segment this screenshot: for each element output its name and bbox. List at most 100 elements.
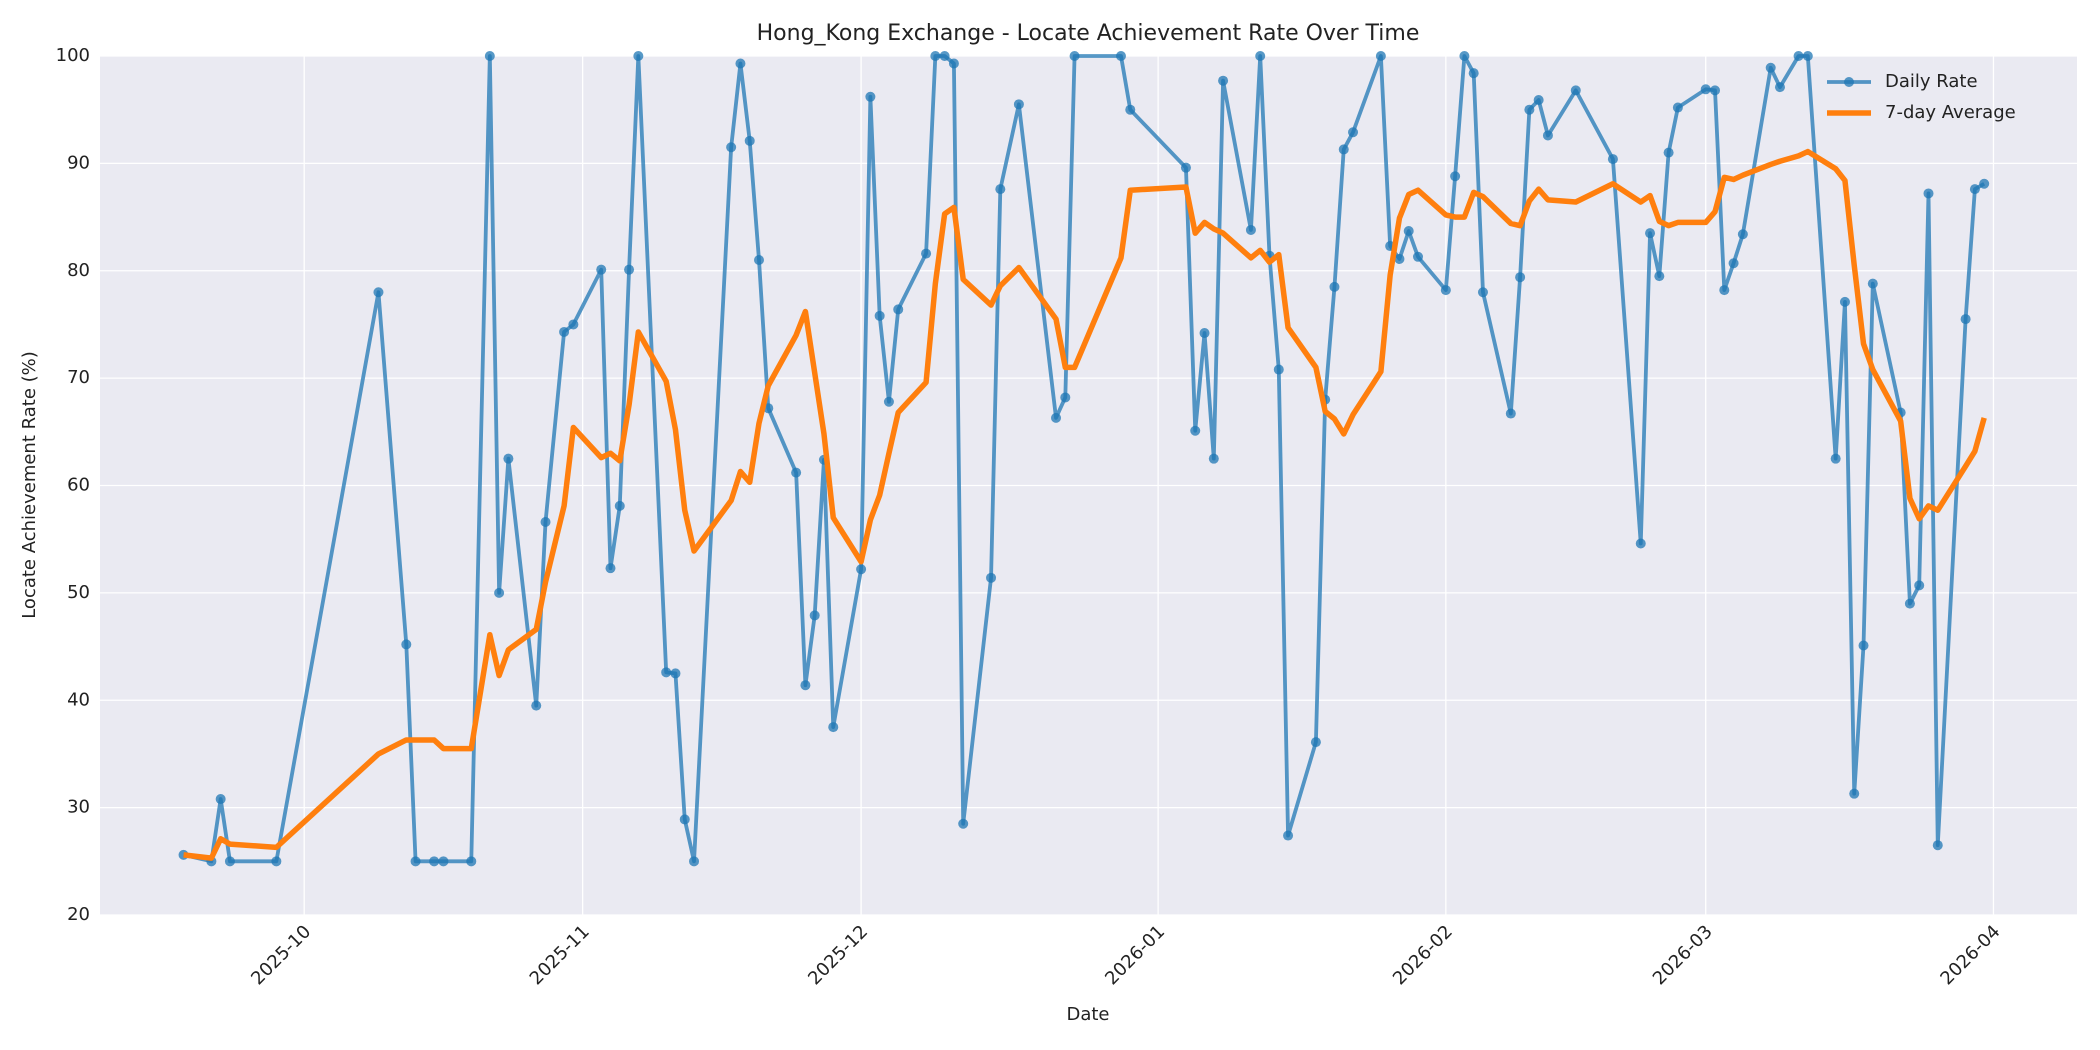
data-point: [1459, 51, 1470, 61]
data-point: [605, 563, 616, 574]
data-point: [1180, 162, 1191, 173]
data-point: [633, 51, 644, 61]
series-line: [183, 148, 1987, 861]
data-point: [503, 453, 514, 464]
data-point: [661, 667, 672, 678]
data-point: [1505, 408, 1516, 419]
data-point: [1413, 251, 1423, 262]
data-point: [735, 58, 746, 69]
data-point: [1208, 453, 1219, 464]
data-point: [1737, 229, 1748, 240]
data-point: [1199, 328, 1210, 339]
data-point: [679, 814, 690, 825]
data-point: [1403, 226, 1414, 237]
data-point: [1125, 104, 1136, 115]
data-point: [1218, 75, 1229, 86]
data-point: [1051, 412, 1062, 423]
data-point: [856, 564, 867, 575]
data-point: [614, 500, 625, 511]
data-point: [1923, 188, 1934, 199]
data-point: [1645, 228, 1656, 239]
data-point: [754, 255, 764, 266]
data-point: [995, 184, 1006, 195]
data-point: [1700, 84, 1711, 95]
data-point: [1710, 85, 1721, 96]
data-point: [939, 51, 950, 61]
y-tick-label: 70: [67, 367, 90, 388]
data-point: [1969, 184, 1980, 195]
data-point: [224, 856, 235, 867]
data-point: [874, 310, 885, 321]
data-point: [624, 264, 635, 275]
data-point: [670, 668, 681, 679]
y-tick-label: 60: [67, 475, 90, 496]
x-tick-label: 2026-02: [1389, 921, 1457, 989]
data-point: [1450, 171, 1461, 182]
data-point: [726, 142, 737, 153]
data-point: [921, 248, 932, 259]
data-point: [540, 517, 551, 528]
legend-label: 7-day Average: [1885, 102, 2016, 123]
data-point: [373, 287, 384, 298]
data-point: [1839, 296, 1850, 307]
data-point: [1069, 51, 1080, 61]
data-point: [1273, 364, 1284, 375]
data-point: [401, 639, 412, 650]
data-point: [531, 700, 542, 711]
y-tick-label: 30: [67, 797, 90, 818]
data-point: [958, 818, 969, 829]
y-tick-label: 50: [67, 582, 90, 603]
data-point: [986, 572, 997, 583]
data-point: [828, 722, 839, 733]
data-point: [800, 680, 811, 691]
data-point: [1849, 788, 1860, 799]
data-point: [466, 856, 477, 867]
data-point: [893, 304, 904, 315]
data-point: [1858, 640, 1869, 651]
data-point: [1654, 271, 1665, 282]
x-tick-label: 2026-03: [1649, 921, 1717, 989]
data-point: [1440, 285, 1451, 296]
y-tick-label: 100: [56, 45, 90, 66]
data-point: [494, 587, 505, 598]
x-tick-label: 2025-12: [804, 921, 872, 989]
data-point: [865, 91, 876, 102]
data-point: [1830, 453, 1841, 464]
data-point: [744, 135, 755, 146]
data-point: [559, 326, 570, 337]
x-tick-label: 2025-11: [526, 921, 594, 989]
data-point: [1960, 314, 1971, 325]
data-point: [1310, 737, 1321, 748]
data-point: [1338, 144, 1349, 155]
y-tick-label: 40: [67, 689, 90, 710]
data-point: [1524, 104, 1535, 115]
data-point: [1793, 51, 1804, 61]
x-tick-label: 2026-01: [1101, 921, 1169, 989]
data-point: [1255, 51, 1266, 61]
y-tick-label: 90: [67, 152, 90, 173]
data-point: [1283, 830, 1294, 841]
data-point: [1867, 278, 1878, 289]
data-point: [1348, 127, 1359, 138]
data-point: [1932, 840, 1943, 851]
y-tick-label: 80: [67, 260, 90, 281]
data-point: [1468, 68, 1479, 79]
data-point: [809, 610, 820, 621]
data-point: [1663, 147, 1674, 158]
data-point: [883, 396, 894, 407]
data-point: [1728, 258, 1739, 269]
data-point: [1979, 178, 1990, 189]
data-point: [596, 264, 607, 275]
data-point: [1635, 538, 1646, 549]
data-point: [1533, 95, 1544, 106]
data-point: [1774, 82, 1785, 93]
data-point: [1607, 154, 1618, 165]
data-point: [689, 856, 700, 867]
x-tick-label: 2025-10: [247, 921, 315, 989]
data-point: [1394, 253, 1405, 264]
data-point: [1375, 51, 1386, 61]
data-point: [1802, 51, 1813, 61]
data-point: [215, 794, 226, 805]
x-tick-label: 2026-04: [1936, 921, 2004, 989]
